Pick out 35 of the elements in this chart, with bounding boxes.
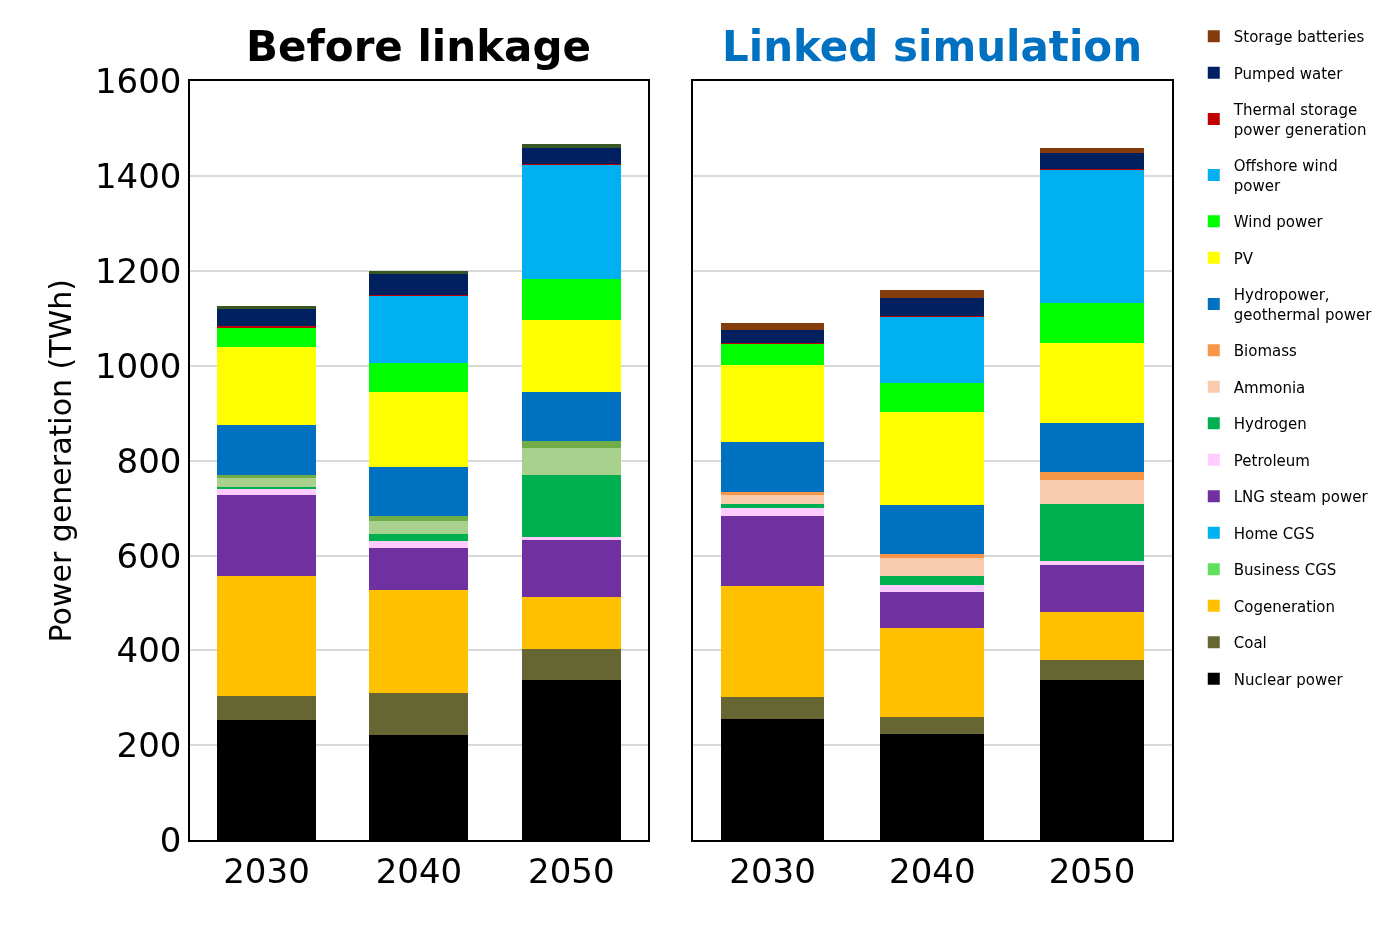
x-tick-label: 2040 xyxy=(889,851,976,892)
y-tick-label: 600 xyxy=(116,535,182,576)
legend-label: Home CGS xyxy=(1233,524,1315,543)
x-tick-label: 2030 xyxy=(223,851,310,892)
chart-title: Before linkage xyxy=(246,22,591,71)
legend-label: Coal xyxy=(1233,634,1267,653)
y-axis-title: Power generation (TWh) xyxy=(43,279,79,643)
legend-label: Hydropower, geothermal power xyxy=(1233,286,1373,324)
y-tick-label: 1400 xyxy=(94,156,182,197)
legend-label: Hydrogen xyxy=(1233,415,1307,434)
y-tick-label: 1200 xyxy=(94,250,182,291)
legend-label: Offshore wind power xyxy=(1233,157,1338,195)
y-tick-label: 1000 xyxy=(94,345,182,386)
y-tick-label: 1600 xyxy=(94,61,182,102)
legend-label: PV xyxy=(1233,249,1254,268)
legend-label: Thermal storage power generation xyxy=(1232,101,1367,139)
legend-label: LNG steam power xyxy=(1233,488,1369,507)
chart-title: Linked simulation xyxy=(722,22,1143,71)
legend-label: Petroleum xyxy=(1233,451,1310,470)
legend-label: Nuclear power xyxy=(1233,670,1344,689)
x-tick-label: 2030 xyxy=(729,851,816,892)
x-tick-label: 2040 xyxy=(375,851,463,892)
legend-label: Biomass xyxy=(1233,342,1298,361)
legend-label: Pumped water xyxy=(1233,64,1344,83)
y-tick-label: 0 xyxy=(159,820,182,861)
legend-label: Business CGS xyxy=(1233,561,1337,580)
x-tick-label: 2050 xyxy=(528,851,615,892)
y-tick-label: 400 xyxy=(116,630,182,671)
legend-label: Wind power xyxy=(1233,213,1324,232)
legend-label: Cogeneration xyxy=(1233,597,1335,616)
y-tick-label: 200 xyxy=(116,725,182,766)
x-tick-label: 2050 xyxy=(1048,851,1136,892)
legend-label: Ammonia xyxy=(1233,378,1306,397)
legend-label: Storage batteries xyxy=(1233,28,1365,47)
y-tick-label: 800 xyxy=(116,440,182,481)
